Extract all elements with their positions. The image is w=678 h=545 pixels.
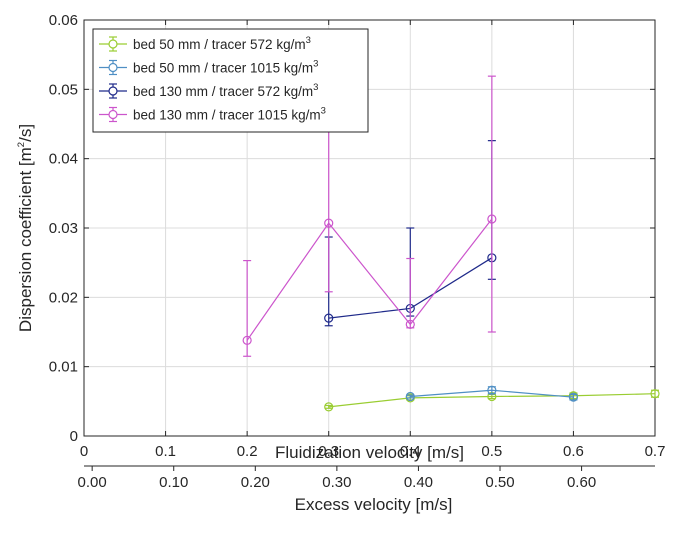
y-tick-label: 0.06 <box>49 12 78 29</box>
secondary-x-axis: 0.00 0.10 0.20 0.30 0.40 0.50 0.60 <box>78 465 655 491</box>
secondary-tick-label: 0.00 <box>78 474 107 491</box>
legend-marker <box>108 62 118 73</box>
legend-label-sup: 3 <box>306 35 311 46</box>
x-tick-label: 0.2 <box>237 443 258 460</box>
data-point <box>405 391 415 402</box>
y-axis-label-main: Dispersion coefficient [m <box>16 147 35 332</box>
y-axis-label-suffix: /s] <box>16 124 35 142</box>
y-axis-label-sup: 2 <box>16 142 27 147</box>
legend-marker <box>108 39 118 49</box>
legend-item: bed 130 mm / tracer 572 kg/m3 <box>99 82 318 99</box>
legend-label-text: bed 50 mm / tracer 572 kg/m <box>133 37 306 52</box>
series-4 <box>242 75 497 357</box>
legend-label: bed 50 mm / tracer 1015 kg/m3 <box>133 59 318 76</box>
legend-marker <box>108 109 118 120</box>
legend-label-sup: 3 <box>313 59 318 70</box>
x-tick-label: 0.7 <box>645 443 666 460</box>
x-tick-label: 0.5 <box>481 443 502 460</box>
legend-label: bed 130 mm / tracer 1015 kg/m3 <box>133 106 326 123</box>
y-axis-label: Dispersion coefficient [m2/s] <box>16 124 35 332</box>
data-point <box>487 214 497 224</box>
legend-label-text: bed 130 mm / tracer 572 kg/m <box>133 84 313 99</box>
data-point <box>487 385 497 395</box>
legend-item: bed 50 mm / tracer 572 kg/m3 <box>99 35 311 52</box>
series-layer <box>242 75 660 412</box>
legend-label: bed 50 mm / tracer 572 kg/m3 <box>133 35 311 52</box>
data-point <box>324 218 334 228</box>
data-point <box>324 402 334 412</box>
y-tick-label: 0.05 <box>49 81 78 98</box>
y-tick-label: 0.01 <box>49 359 78 376</box>
data-point <box>650 389 660 399</box>
series-line <box>246 218 493 341</box>
legend-label-sup: 3 <box>321 106 326 117</box>
secondary-tick-label: 0.20 <box>241 474 270 491</box>
secondary-x-axis-label: Excess velocity [m/s] <box>295 495 453 514</box>
y-tick-label: 0.04 <box>49 151 78 168</box>
data-point <box>242 335 252 345</box>
secondary-tick-label: 0.40 <box>404 474 433 491</box>
secondary-tick-label: 0.60 <box>567 474 596 491</box>
legend-item: bed 50 mm / tracer 1015 kg/m3 <box>99 59 318 76</box>
x-axis-label: Fluidization velocity [m/s] <box>275 443 464 462</box>
legend-label-text: bed 130 mm / tracer 1015 kg/m <box>133 108 321 123</box>
y-tick-label: 0 <box>70 428 78 445</box>
x-tick-label: 0 <box>80 443 88 460</box>
data-point <box>324 313 334 323</box>
legend-label-sup: 3 <box>313 82 318 93</box>
legend-item: bed 130 mm / tracer 1015 kg/m3 <box>99 106 326 123</box>
x-tick-label: 0.6 <box>563 443 584 460</box>
legend-box <box>92 28 369 133</box>
secondary-tick-label: 0.10 <box>159 474 188 491</box>
secondary-tick-label: 0.50 <box>485 474 514 491</box>
y-tick-label: 0.03 <box>49 220 78 237</box>
data-point <box>405 319 415 329</box>
y-tick-label: 0.02 <box>49 289 78 306</box>
legend-label: bed 130 mm / tracer 572 kg/m3 <box>133 82 318 99</box>
series-2 <box>405 385 579 402</box>
data-point <box>568 392 579 402</box>
secondary-tick-label: 0.30 <box>322 474 351 491</box>
x-tick-label: 0.1 <box>155 443 176 460</box>
ticks: 0 0.1 0.2 0.3 0.4 0.5 0.6 0.7 0 0.01 0.02 0.03 0.04 0… <box>49 12 666 460</box>
legend-marker <box>108 86 118 96</box>
x-tick-label: 0.3 <box>318 443 339 460</box>
legend-label-text: bed 50 mm / tracer 1015 kg/m <box>133 61 313 76</box>
x-tick-label: 0.4 <box>400 443 421 460</box>
